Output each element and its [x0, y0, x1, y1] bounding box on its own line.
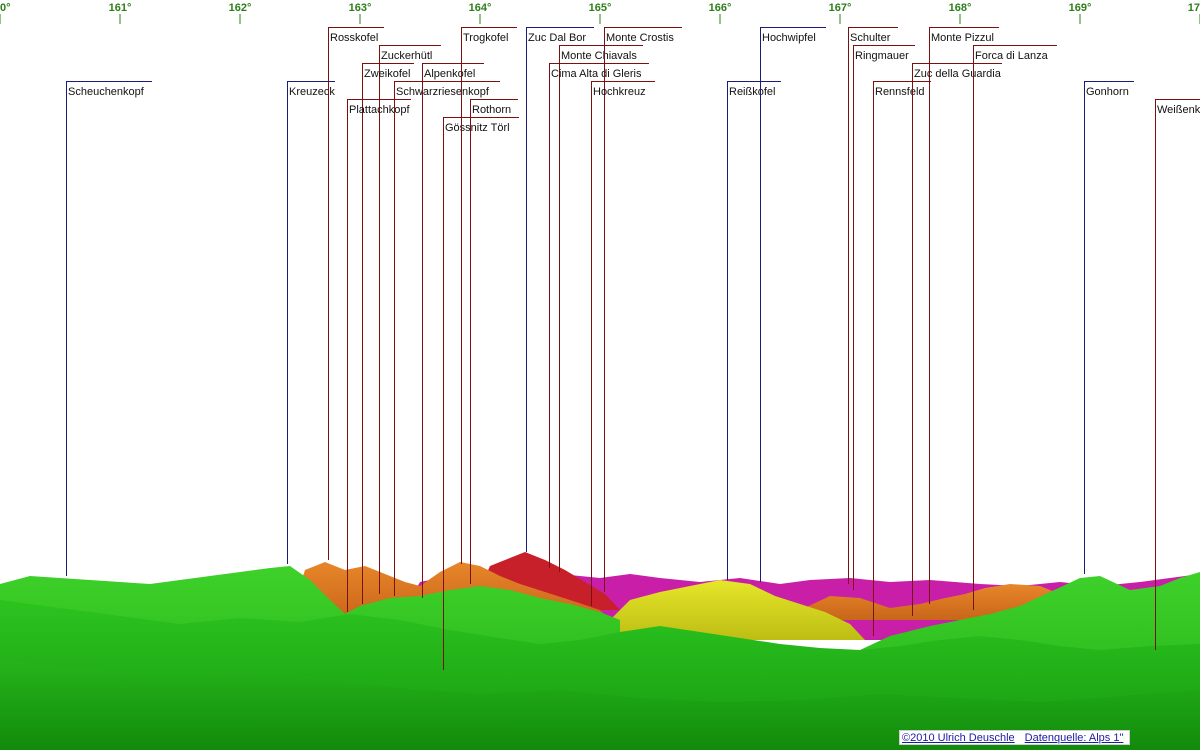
- peak-name: Schulter: [850, 32, 891, 44]
- degree-label: 164°: [469, 2, 492, 14]
- peak-name: Alpenkofel: [424, 68, 475, 80]
- peak-name: Zuc Dal Bor: [528, 32, 586, 44]
- peak-marker[interactable]: Schwarzriesenkopf: [394, 81, 500, 596]
- peak-marker[interactable]: Forca di Lanza: [973, 45, 1057, 610]
- peak-marker[interactable]: Cima Alta di Gleris: [549, 63, 649, 568]
- foreground-valley: [0, 660, 1200, 750]
- degree-label: 165°: [589, 2, 612, 14]
- peak-marker[interactable]: Plattachkopf: [347, 99, 411, 612]
- peak-name: Scheuchenkopf: [68, 86, 145, 98]
- peak-marker[interactable]: Rothorn: [470, 99, 518, 584]
- degree-label: 162°: [229, 2, 252, 14]
- peak-marker[interactable]: Zuc della Guardia: [912, 63, 1002, 616]
- peak-marker[interactable]: Weißenkopf: [1155, 99, 1200, 650]
- peak-name: Monte Pizzul: [931, 32, 994, 44]
- peak-name: Monte Crostis: [606, 32, 674, 44]
- peak-marker[interactable]: Rosskofel: [328, 27, 384, 560]
- peak-name: Reißkofel: [729, 86, 775, 98]
- peak-name: Rothorn: [472, 104, 511, 116]
- peak-name: Weißenkopf: [1157, 104, 1200, 116]
- peak-marker[interactable]: Zweikofel: [362, 63, 414, 604]
- peak-marker[interactable]: Gonhorn: [1084, 81, 1134, 574]
- peak-name: Kreuzeck: [289, 86, 335, 98]
- peak-marker[interactable]: Alpenkofel: [422, 63, 484, 598]
- peak-marker[interactable]: Zuckerhütl: [379, 45, 441, 594]
- peak-marker[interactable]: Rennsfeld: [873, 81, 931, 636]
- peak-marker[interactable]: Trogkofel: [461, 27, 517, 564]
- degree-label: 168°: [949, 2, 972, 14]
- peak-marker[interactable]: Hochwipfel: [760, 27, 826, 582]
- peak-name: Hochwipfel: [762, 32, 816, 44]
- peak-name: Forca di Lanza: [975, 50, 1049, 62]
- compass-scale: 0° 161° 162° 163° 164° 165° 166° 167° 168° 169° 17: [0, 2, 1200, 24]
- degree-label: 161°: [109, 2, 132, 14]
- terrain: [0, 552, 1200, 750]
- peak-marker[interactable]: Schulter: [848, 27, 898, 584]
- peak-name: Zuc della Guardia: [914, 68, 1002, 80]
- peak-name: Zuckerhütl: [381, 50, 432, 62]
- degree-label: 167°: [829, 2, 852, 14]
- peak-labels: Scheuchenkopf Kreuzeck RosskofelZuckerhütl…: [66, 27, 1200, 670]
- peak-marker[interactable]: Ringmauer: [853, 45, 915, 590]
- peak-name: Schwarzriesenkopf: [396, 86, 490, 98]
- peak-marker[interactable]: Scheuchenkopf: [66, 81, 152, 576]
- degree-label: 166°: [709, 2, 732, 14]
- peak-name: Trogkofel: [463, 32, 508, 44]
- peak-name: Monte Chiavals: [561, 50, 637, 62]
- peak-marker[interactable]: Hochkreuz: [591, 81, 655, 606]
- degree-label: 169°: [1069, 2, 1092, 14]
- degree-label: 0°: [0, 2, 11, 14]
- peak-name: Gonhorn: [1086, 86, 1129, 98]
- peak-name: Cima Alta di Gleris: [551, 68, 642, 80]
- peak-name: Ringmauer: [855, 50, 909, 62]
- peak-name: Rosskofel: [330, 32, 378, 44]
- copyright-link[interactable]: ©2010 Ulrich Deuschle: [902, 732, 1015, 744]
- peak-marker[interactable]: Monte Crostis: [604, 27, 682, 592]
- peak-marker[interactable]: Kreuzeck: [287, 81, 335, 564]
- peak-marker[interactable]: Monte Pizzul: [929, 27, 999, 604]
- peak-marker[interactable]: Monte Chiavals: [559, 45, 643, 572]
- credits-bar: ©2010 Ulrich Deuschle Datenquelle: Alps 1…: [899, 730, 1130, 745]
- ridge-yellow: [610, 580, 865, 640]
- peak-name: Zweikofel: [364, 68, 410, 80]
- peak-name: Plattachkopf: [349, 104, 410, 116]
- degree-label: 17: [1188, 2, 1200, 14]
- peak-name: Hochkreuz: [593, 86, 646, 98]
- peak-name: Gössnitz Törl: [445, 122, 510, 134]
- peak-marker[interactable]: Reißkofel: [727, 81, 781, 580]
- degree-label: 163°: [349, 2, 372, 14]
- peak-name: Rennsfeld: [875, 86, 925, 98]
- data-source-link[interactable]: Datenquelle: Alps 1": [1024, 732, 1124, 744]
- peak-marker[interactable]: Zuc Dal Bor: [526, 27, 594, 552]
